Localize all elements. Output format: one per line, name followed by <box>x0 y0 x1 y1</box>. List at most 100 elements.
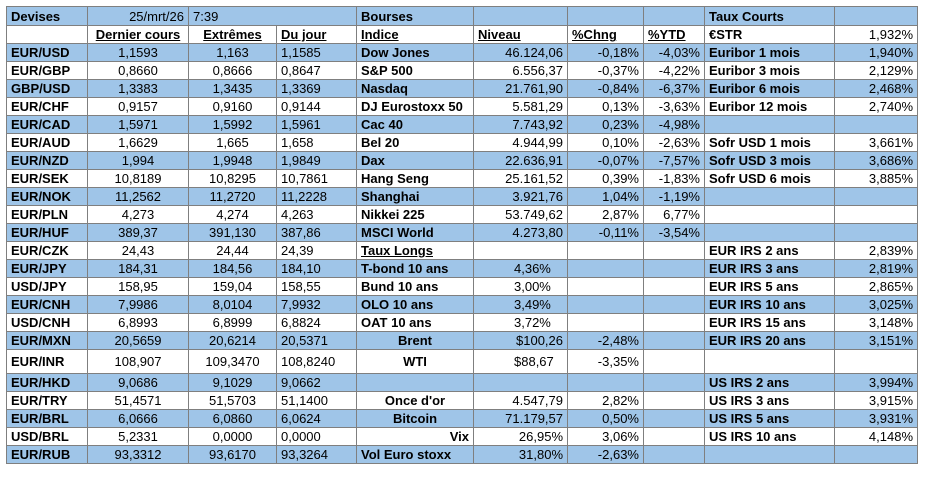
index-name: Once d'or <box>356 391 474 410</box>
extreme-price: 20,6214 <box>188 331 277 350</box>
day-price: 184,10 <box>276 259 357 278</box>
rate-name: EUR IRS 2 ans <box>704 241 835 260</box>
currency-pair: EUR/CZK <box>6 241 88 260</box>
subheader-row: Dernier cours Extrêmes Du jour Indice Ni… <box>6 25 918 44</box>
day-price: 20,5371 <box>276 331 357 350</box>
extreme-price: 1,163 <box>188 43 277 62</box>
rate-value: 2,839% <box>834 241 918 260</box>
day-price: 6,0624 <box>276 409 357 428</box>
rate-name: Euribor 12 mois <box>704 97 835 116</box>
day-price: 1,5961 <box>276 115 357 134</box>
extreme-price: 159,04 <box>188 277 277 296</box>
last-price: 0,8660 <box>87 61 189 80</box>
rate-name: US IRS 5 ans <box>704 409 835 428</box>
rate-value: 2,819% <box>834 259 918 278</box>
index-change: 0,39% <box>567 169 644 188</box>
rate-value: 3,994% <box>834 373 918 392</box>
header-empty <box>834 6 918 26</box>
rate-value <box>834 223 918 242</box>
last-price: 1,1593 <box>87 43 189 62</box>
currency-pair: EUR/HKD <box>6 373 88 392</box>
rate-name: Sofr USD 3 mois <box>704 151 835 170</box>
index-change: -2,63% <box>567 445 644 464</box>
index-change: 1,04% <box>567 187 644 206</box>
index-level: 25.161,52 <box>473 169 568 188</box>
index-change: -0,84% <box>567 79 644 98</box>
index-level: 21.761,90 <box>473 79 568 98</box>
last-price: 108,907 <box>87 349 189 374</box>
last-price: 1,994 <box>87 151 189 170</box>
index-change: -0,18% <box>567 43 644 62</box>
index-name: Dax <box>356 151 474 170</box>
index-name: Nasdaq <box>356 79 474 98</box>
last-price: 1,3383 <box>87 79 189 98</box>
index-ytd: 6,77% <box>643 205 705 224</box>
subheader-empty <box>6 25 88 44</box>
table-row: EUR/HKD 9,0686 9,1029 9,0662 US IRS 2 ans 3,9… <box>6 373 918 392</box>
last-price: 10,8189 <box>87 169 189 188</box>
time-value: 7:39 <box>188 6 357 26</box>
col-niveau: Niveau <box>473 25 568 44</box>
index-level: 4,36% <box>473 259 568 278</box>
index-level <box>473 241 568 260</box>
extreme-price: 184,56 <box>188 259 277 278</box>
header-empty <box>567 6 644 26</box>
last-price: 24,43 <box>87 241 189 260</box>
index-name: S&P 500 <box>356 61 474 80</box>
index-name: Bund 10 ans <box>356 277 474 296</box>
index-ytd: -4,22% <box>643 61 705 80</box>
rate-value <box>834 115 918 134</box>
rate-value <box>834 445 918 464</box>
index-change: 2,87% <box>567 205 644 224</box>
extreme-price: 1,3435 <box>188 79 277 98</box>
rate-value: 3,661% <box>834 133 918 152</box>
index-change: 3,06% <box>567 427 644 446</box>
day-price: 24,39 <box>276 241 357 260</box>
data-rows: EUR/USD 1,1593 1,163 1,1585 Dow Jones 46.124,… <box>6 43 918 464</box>
index-level: 46.124,06 <box>473 43 568 62</box>
extreme-price: 11,2720 <box>188 187 277 206</box>
index-level: 53.749,62 <box>473 205 568 224</box>
index-name: DJ Eurostoxx 50 <box>356 97 474 116</box>
rate-value: 4,148% <box>834 427 918 446</box>
rate-value: 1,940% <box>834 43 918 62</box>
rate-name <box>704 187 835 206</box>
day-price: 11,2228 <box>276 187 357 206</box>
index-ytd <box>643 391 705 410</box>
rate-name: EUR IRS 10 ans <box>704 295 835 314</box>
table-row: GBP/USD 1,3383 1,3435 1,3369 Nasdaq 21.761,90… <box>6 79 918 98</box>
index-level: 3,49% <box>473 295 568 314</box>
day-price: 387,86 <box>276 223 357 242</box>
table-row: EUR/CZK 24,43 24,44 24,39 Taux Longs EUR IRS … <box>6 241 918 260</box>
currency-pair: EUR/HUF <box>6 223 88 242</box>
table-row: EUR/CAD 1,5971 1,5992 1,5961 Cac 40 7.743,92 0… <box>6 115 918 134</box>
rate-value: 3,686% <box>834 151 918 170</box>
index-ytd <box>643 409 705 428</box>
extreme-price: 109,3470 <box>188 349 277 374</box>
index-level <box>473 373 568 392</box>
index-level: $100,26 <box>473 331 568 350</box>
rate-value: 3,151% <box>834 331 918 350</box>
header-row: Devises 25/mrt/26 7:39 Bourses Taux Cour… <box>6 6 918 26</box>
currency-pair: EUR/AUD <box>6 133 88 152</box>
rate-name <box>704 445 835 464</box>
table-row: EUR/AUD 1,6629 1,665 1,658 Bel 20 4.944,99 0,1… <box>6 133 918 152</box>
day-price: 108,8240 <box>276 349 357 374</box>
rate-value: 2,865% <box>834 277 918 296</box>
currency-pair: EUR/NZD <box>6 151 88 170</box>
index-ytd: -3,63% <box>643 97 705 116</box>
currency-pair: EUR/CHF <box>6 97 88 116</box>
index-name: Brent <box>356 331 474 350</box>
day-price: 51,1400 <box>276 391 357 410</box>
rate-value <box>834 187 918 206</box>
index-change: -0,37% <box>567 61 644 80</box>
index-change <box>567 241 644 260</box>
index-ytd: -7,57% <box>643 151 705 170</box>
index-level: 3,00% <box>473 277 568 296</box>
last-price: 11,2562 <box>87 187 189 206</box>
rate-name: EUR IRS 5 ans <box>704 277 835 296</box>
currency-pair: EUR/USD <box>6 43 88 62</box>
extreme-price: 391,130 <box>188 223 277 242</box>
table-row: USD/JPY 158,95 159,04 158,55 Bund 10 ans 3,00… <box>6 277 918 296</box>
currency-pair: USD/CNH <box>6 313 88 332</box>
